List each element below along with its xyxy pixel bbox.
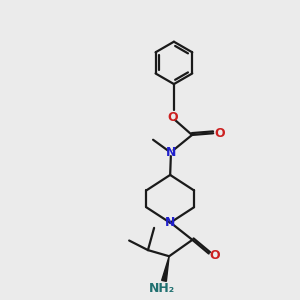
Polygon shape [162,256,169,281]
Text: N: N [165,216,175,229]
Text: N: N [166,146,176,159]
Text: NH₂: NH₂ [149,282,176,295]
Text: O: O [167,111,178,124]
Text: O: O [214,127,225,140]
Text: O: O [209,249,220,262]
